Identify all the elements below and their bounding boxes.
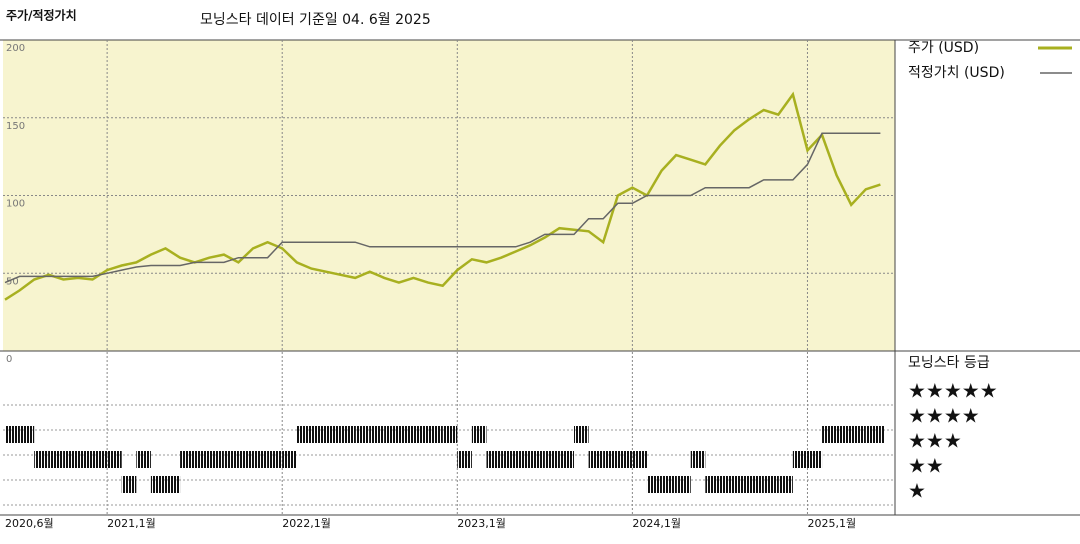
rating-bar	[836, 426, 852, 443]
rating-bar	[92, 451, 108, 468]
legend-label: 적정가치 (USD)	[908, 65, 1005, 81]
x-tick-label: 2021,1월	[107, 517, 156, 530]
rating-bar	[355, 426, 370, 443]
rating-bar	[194, 451, 210, 468]
rating-bar	[384, 426, 399, 443]
x-tick-label: 2020,6월	[5, 517, 54, 530]
rating-bar	[646, 476, 662, 493]
rating-bar	[223, 451, 239, 468]
rating-bar	[734, 476, 750, 493]
series-line	[4, 132, 881, 284]
rating-bar	[822, 426, 837, 443]
rating-bar	[150, 476, 166, 493]
rating-bar	[865, 426, 881, 443]
rating-bar	[253, 451, 268, 468]
rating-bar	[136, 451, 151, 468]
rating-bar	[471, 426, 487, 443]
rating-bar	[719, 476, 735, 493]
rating-bar	[107, 451, 122, 468]
rating-bar	[763, 476, 779, 493]
rating-bar	[690, 451, 706, 468]
rating-bar	[457, 451, 472, 468]
rating-bar	[340, 426, 356, 443]
rating-bar	[19, 426, 35, 443]
rating-level-label: ★	[908, 479, 926, 503]
rating-bar	[617, 451, 633, 468]
chart-title: 주가/적정가치	[6, 8, 77, 23]
rating-bar	[238, 451, 254, 468]
rating-level-label: ★★★★	[908, 404, 980, 428]
chart-subtitle: 모닝스타 데이터 기준일 04. 6월 2025	[200, 12, 431, 28]
rating-bar	[574, 426, 589, 443]
series-line	[4, 91, 881, 301]
rating-bar	[851, 426, 866, 443]
rating-bar	[325, 426, 341, 443]
rating-bar	[369, 426, 385, 443]
rating-bar	[398, 426, 414, 443]
rating-bar	[5, 426, 20, 443]
rating-bar	[121, 476, 137, 493]
rating-bar	[442, 426, 458, 443]
rating-bar	[588, 451, 604, 468]
rating-bar	[180, 451, 195, 468]
y-tick-label: 0	[6, 354, 12, 365]
rating-bar	[413, 426, 429, 443]
rating-bar	[880, 426, 885, 443]
rating-bar	[165, 476, 181, 493]
rating-bar	[34, 451, 49, 468]
rating-bar	[311, 426, 326, 443]
rating-bar	[530, 451, 545, 468]
rating-bar	[705, 476, 720, 493]
rating-bar	[792, 451, 808, 468]
rating-bar	[778, 476, 793, 493]
rating-bar	[544, 451, 560, 468]
rating-bar	[807, 451, 823, 468]
rating-level-label: ★★★	[908, 429, 962, 453]
x-tick-label: 2023,1월	[457, 517, 506, 530]
legend-label: 주가 (USD)	[908, 40, 979, 56]
rating-bar	[296, 426, 312, 443]
rating-bar	[63, 451, 78, 468]
rating-bar	[77, 451, 93, 468]
rating-bar	[428, 426, 443, 443]
rating-bar	[209, 451, 224, 468]
rating-bar	[632, 451, 647, 468]
rating-level-label: ★★	[908, 454, 944, 478]
x-tick-label: 2022,1월	[282, 517, 331, 530]
y-tick-label: 50	[6, 276, 19, 287]
x-tick-label: 2024,1월	[632, 517, 681, 530]
rating-bar	[501, 451, 516, 468]
y-tick-label: 200	[6, 43, 25, 54]
rating-bar	[749, 476, 764, 493]
rating-bar	[267, 451, 283, 468]
y-tick-label: 100	[6, 199, 25, 210]
rating-bar	[661, 476, 677, 493]
y-tick-label: 150	[6, 121, 25, 132]
rating-bar	[603, 451, 618, 468]
rating-bar	[282, 451, 297, 468]
rating-title: 모닝스타 등급	[908, 355, 990, 371]
rating-bar	[48, 451, 64, 468]
rating-bar	[486, 451, 502, 468]
rating-bar	[515, 451, 531, 468]
rating-bar	[559, 451, 575, 468]
rating-level-label: ★★★★★	[908, 379, 998, 403]
x-tick-label: 2025,1월	[807, 517, 856, 530]
rating-bar	[676, 476, 691, 493]
